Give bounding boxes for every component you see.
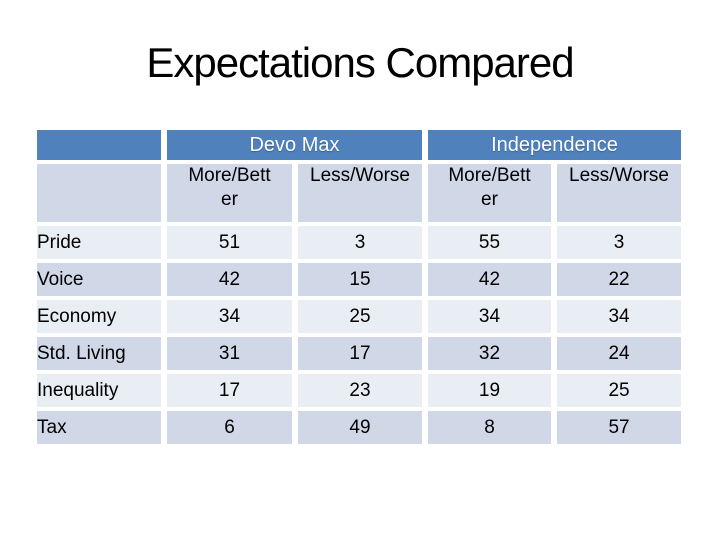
expectations-table-container: Devo Max Independence More/Bett er Less/… [31, 126, 687, 448]
table-row-tax: Tax 6 49 8 57 [37, 411, 682, 444]
row-label: Economy [37, 300, 161, 333]
sub-header-devo-less-worse: Less/Worse [298, 164, 422, 222]
sub-header-line: Less/Worse [310, 165, 410, 186]
cell-value: 55 [428, 226, 551, 259]
sub-header-line: Less/Worse [569, 165, 669, 186]
row-label: Pride [37, 226, 161, 259]
cell-value: 51 [167, 226, 292, 259]
corner-cell [37, 130, 161, 160]
sub-header-indep-more-better: More/Bett er [428, 164, 551, 222]
cell-value: 23 [298, 374, 422, 407]
sub-header-indep-less-worse: Less/Worse [557, 164, 682, 222]
group-header-row: Devo Max Independence [37, 130, 682, 160]
cell-value: 34 [557, 300, 682, 333]
sub-header-devo-more-better: More/Bett er [167, 164, 292, 222]
row-label: Std. Living [37, 337, 161, 370]
table-row-std-living: Std. Living 31 17 32 24 [37, 337, 682, 370]
cell-value: 17 [167, 374, 292, 407]
cell-value: 42 [428, 263, 551, 296]
sub-header-row: More/Bett er Less/Worse More/Bett er Les… [37, 164, 682, 222]
row-label: Inequality [37, 374, 161, 407]
group-header-independence: Independence [428, 130, 682, 160]
sub-header-line: More/Bett [448, 165, 531, 186]
table-row-voice: Voice 42 15 42 22 [37, 263, 682, 296]
cell-value: 32 [428, 337, 551, 370]
cell-value: 25 [557, 374, 682, 407]
cell-value: 57 [557, 411, 682, 444]
table-row-economy: Economy 34 25 34 34 [37, 300, 682, 333]
row-label: Tax [37, 411, 161, 444]
cell-value: 25 [298, 300, 422, 333]
cell-value: 34 [428, 300, 551, 333]
expectations-table: Devo Max Independence More/Bett er Less/… [31, 126, 687, 448]
cell-value: 22 [557, 263, 682, 296]
sub-header-line: More/Bett [188, 165, 271, 186]
cell-value: 19 [428, 374, 551, 407]
sub-header-line: er [481, 188, 498, 210]
cell-value: 31 [167, 337, 292, 370]
row-label: Voice [37, 263, 161, 296]
cell-value: 42 [167, 263, 292, 296]
table-row-pride: Pride 51 3 55 3 [37, 226, 682, 259]
cell-value: 3 [557, 226, 682, 259]
cell-value: 24 [557, 337, 682, 370]
sub-header-line: er [221, 188, 238, 210]
cell-value: 34 [167, 300, 292, 333]
cell-value: 3 [298, 226, 422, 259]
cell-value: 17 [298, 337, 422, 370]
cell-value: 49 [298, 411, 422, 444]
cell-value: 15 [298, 263, 422, 296]
cell-value: 8 [428, 411, 551, 444]
page-title: Expectations Compared [146, 39, 574, 86]
row-label-header-cell [37, 164, 161, 222]
group-header-devo-max: Devo Max [167, 130, 422, 160]
table-row-inequality: Inequality 17 23 19 25 [37, 374, 682, 407]
cell-value: 6 [167, 411, 292, 444]
